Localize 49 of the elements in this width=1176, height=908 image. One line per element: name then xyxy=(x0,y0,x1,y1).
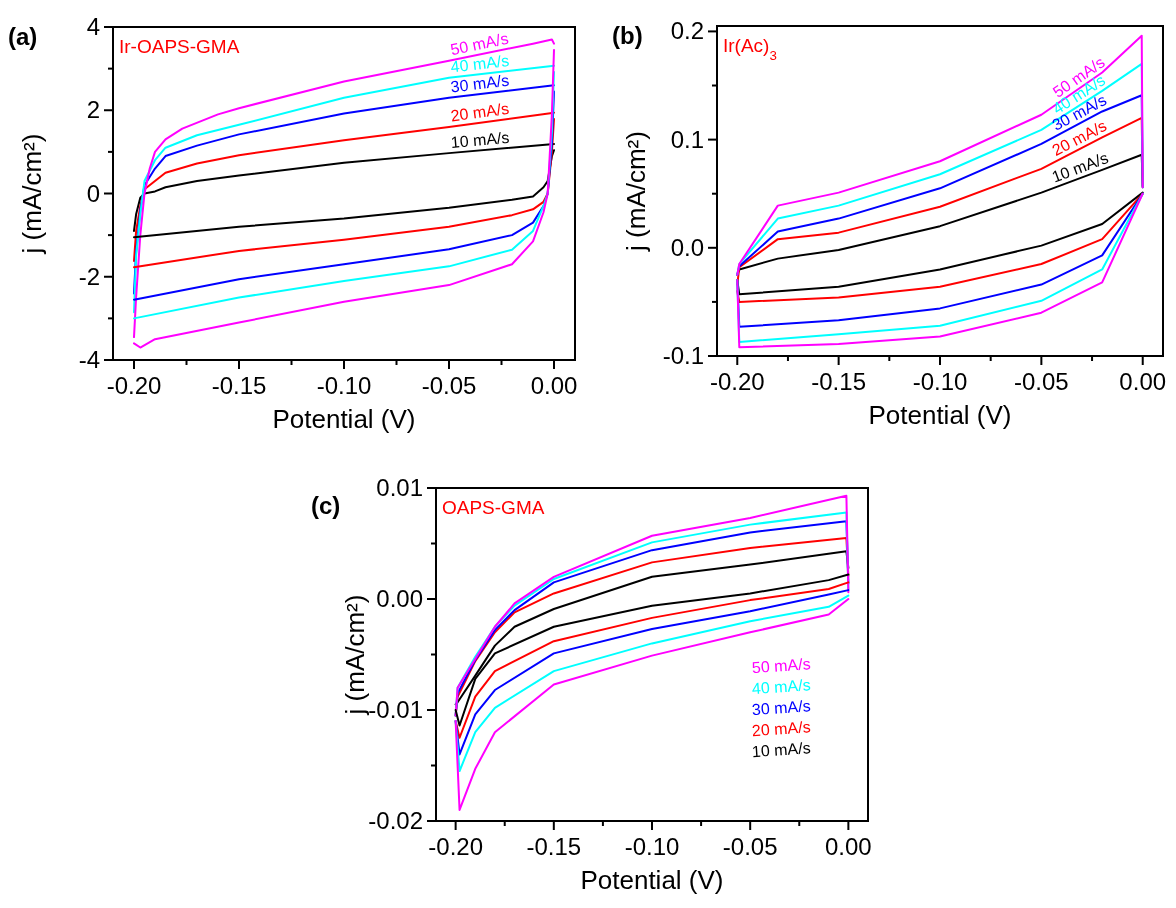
x-tick-label: 0.00 xyxy=(1119,368,1167,395)
x-axis-title: Potential (V) xyxy=(868,400,1012,430)
text: 20 mA/s xyxy=(751,718,812,740)
y-tick-label: -0.02 xyxy=(368,807,423,834)
x-axis-title: Potential (V) xyxy=(272,404,416,434)
x-tick-label: 0.00 xyxy=(825,833,872,860)
text: 30 mA/s xyxy=(751,697,812,719)
x-tick-label: -0.15 xyxy=(811,368,866,395)
x-tick-label: -0.15 xyxy=(211,372,267,399)
y-tick-label: 0.00 xyxy=(376,585,423,612)
y-tick-label: -0.01 xyxy=(368,696,423,723)
x-tick-label: -0.05 xyxy=(1014,368,1069,395)
text: 10 mA/s xyxy=(751,739,812,761)
y-tick-label: -4 xyxy=(78,346,100,373)
chart-title: (b) xyxy=(612,22,643,49)
text: 20 mA/s xyxy=(449,99,510,125)
y-tick-label: -2 xyxy=(78,262,100,290)
x-tick-label: 0.00 xyxy=(530,372,578,399)
y-tick-label: 4 xyxy=(86,13,100,40)
chart-title: (c) xyxy=(311,492,341,519)
text: 30 mA/s xyxy=(449,71,510,96)
x-tick-label: -0.20 xyxy=(428,833,483,860)
text: 40 mA/s xyxy=(751,676,812,698)
series-label: 10 mA/s xyxy=(450,128,510,151)
x-tick-label: -0.05 xyxy=(421,372,477,399)
line-series xyxy=(454,598,850,811)
y-tick-label: 0.01 xyxy=(376,474,423,501)
x-tick-label: -0.20 xyxy=(709,368,765,395)
annotation: OAPS-GMA xyxy=(442,497,545,518)
y-axis-title: j (mA/cm²) xyxy=(621,131,651,252)
text: 50 mA/s xyxy=(751,655,812,677)
y-axis-title: j (mA/cm²) xyxy=(17,133,47,255)
x-tick-label: -0.20 xyxy=(106,372,162,399)
x-tick-label: -0.10 xyxy=(624,833,680,860)
y-tick-label: 0 xyxy=(86,179,100,207)
x-tick-label: -0.15 xyxy=(526,833,582,860)
x-tick-label: -0.10 xyxy=(912,368,968,395)
x-axis-title: Potential (V) xyxy=(580,865,724,895)
annotation: Ir-OAPS-GMA xyxy=(119,36,240,57)
y-tick-label: 0.1 xyxy=(670,125,704,153)
y-axis-title: j (mA/cm²) xyxy=(340,594,370,716)
x-tick-label: -0.05 xyxy=(722,833,778,860)
y-tick-label: 2 xyxy=(86,96,100,124)
x-tick-label: -0.10 xyxy=(316,372,372,399)
y-tick-label: 0.2 xyxy=(670,17,704,45)
chart-title: (a) xyxy=(8,23,38,50)
y-tick-label: -0.1 xyxy=(662,342,704,369)
y-tick-label: 0.0 xyxy=(670,233,704,261)
annotation: Ir(Ac)$_{3}$ xyxy=(723,35,777,63)
